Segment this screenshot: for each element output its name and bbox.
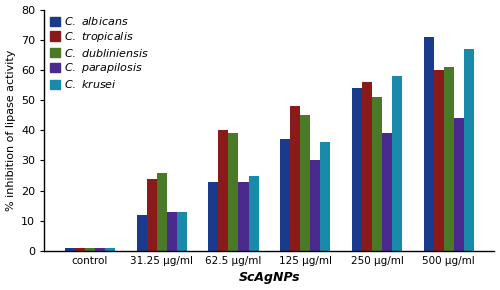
Bar bbox=[156, 173, 166, 251]
Bar bbox=[320, 142, 330, 251]
Bar bbox=[75, 248, 85, 251]
Bar bbox=[166, 212, 176, 251]
Bar bbox=[85, 248, 95, 251]
Bar bbox=[176, 212, 187, 251]
Bar bbox=[95, 248, 105, 251]
Bar bbox=[464, 49, 474, 251]
Bar bbox=[146, 179, 156, 251]
Bar bbox=[434, 70, 444, 251]
Y-axis label: % inhibition of lipase activity: % inhibition of lipase activity bbox=[6, 50, 16, 211]
Bar bbox=[228, 133, 238, 251]
Bar bbox=[290, 106, 300, 251]
Bar bbox=[136, 215, 146, 251]
Legend: $\it{C.\ albicans}$, $\it{C.\ tropicalis}$, $\it{C.\ dubliniensis}$, $\it{C.\ pa: $\it{C.\ albicans}$, $\it{C.\ tropicalis… bbox=[48, 13, 152, 93]
Bar bbox=[280, 139, 290, 251]
Bar bbox=[454, 118, 464, 251]
Bar bbox=[362, 82, 372, 251]
X-axis label: ScAgNPs: ScAgNPs bbox=[238, 271, 300, 284]
Bar bbox=[248, 175, 258, 251]
Bar bbox=[392, 76, 402, 251]
Bar bbox=[424, 37, 434, 251]
Bar bbox=[352, 88, 362, 251]
Bar bbox=[310, 160, 320, 251]
Bar bbox=[238, 182, 248, 251]
Bar bbox=[64, 248, 75, 251]
Bar bbox=[218, 130, 228, 251]
Bar bbox=[208, 182, 218, 251]
Bar bbox=[105, 248, 115, 251]
Bar bbox=[372, 97, 382, 251]
Bar bbox=[444, 67, 454, 251]
Bar bbox=[300, 115, 310, 251]
Bar bbox=[382, 133, 392, 251]
